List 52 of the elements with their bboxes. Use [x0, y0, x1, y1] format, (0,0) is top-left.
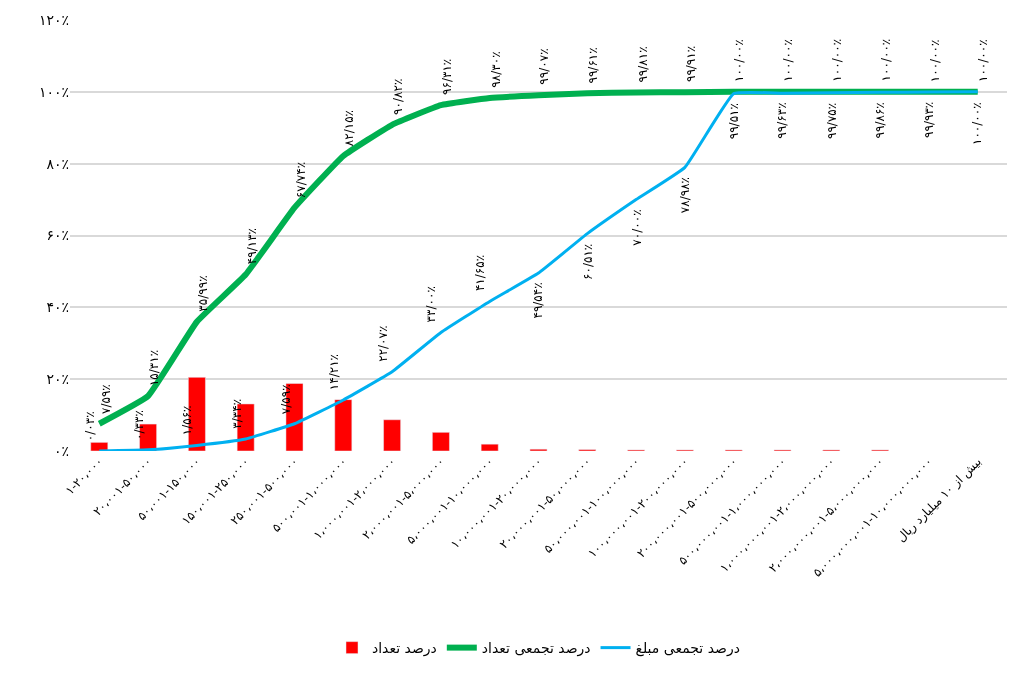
data-label: ۳۳/۰۰٪: [424, 286, 439, 323]
data-label: ۱۰۰/۰۰٪: [927, 39, 942, 83]
y-tick-label: ۲۰٪: [46, 371, 69, 388]
data-label: ۹۹/۵۱٪: [727, 103, 742, 140]
data-label: ۷/۵۹٪: [98, 384, 113, 415]
data-label: ۹۸/۳۰٪: [488, 51, 503, 88]
data-label: ۴۹/۱۳٪: [245, 227, 260, 265]
y-tick-label: ۱۲۰٪: [38, 11, 69, 28]
data-label: ۴۱/۶۵٪: [473, 254, 488, 292]
data-label: ۹۹/۹۳٪: [921, 101, 936, 138]
data-label: ۶۰/۵۱٪: [580, 243, 595, 280]
y-tick-label: ۰٪: [53, 442, 69, 459]
data-label: ۳/۳۴٪: [229, 398, 244, 429]
y-tick-label: ۱۰۰٪: [38, 83, 69, 100]
bar: [334, 399, 353, 451]
legend-label: درصد تجمعی مبلغ: [635, 640, 740, 658]
data-label: ۹۹/۸۱٪: [635, 46, 650, 83]
data-label: ۹۰/۸۲٪: [391, 78, 406, 115]
data-label: ۱۵/۳۱٪: [147, 349, 162, 387]
data-label: ۷/۵۹٪: [278, 384, 293, 415]
data-label: ۱/۵۶٪: [180, 405, 195, 436]
legend-label: درصد تعداد: [372, 640, 437, 658]
bar: [432, 432, 450, 451]
data-label: ۱۴/۲۱٪: [327, 353, 342, 391]
data-label: ۲۲/۰۷٪: [376, 325, 391, 362]
data-label: ۴۹/۵۴٪: [531, 282, 546, 319]
bar: [480, 443, 499, 451]
data-label: ۹۹/۶۳٪: [775, 102, 790, 139]
data-label: ۱۰۰/۰۰٪: [970, 102, 985, 146]
data-label: ۰/۳۳٪: [132, 410, 147, 440]
data-label: ۸۲/۱۵٪: [342, 109, 357, 147]
data-label: ۱۰۰/۰۰٪: [781, 39, 796, 82]
y-tick-label: ۸۰٪: [46, 155, 69, 172]
data-label: ۹۹/۷۵٪: [824, 102, 839, 140]
data-label: ۷۰/۰۰٪: [629, 209, 644, 246]
data-label: ۷۸/۹۸٪: [677, 176, 692, 214]
data-label: ۱۰۰/۰۰٪: [878, 38, 893, 82]
data-label: ۱۰۰/۰۰٪: [976, 39, 991, 83]
data-label: ۱۰۰/۰۰٪: [829, 38, 844, 82]
data-label: ۹۹/۰۷٪: [537, 48, 552, 85]
data-label: ۹۶/۳۱٪: [439, 58, 454, 95]
y-tick-label: ۴۰٪: [46, 299, 69, 316]
legend-label: درصد تجمعی تعداد: [481, 640, 591, 658]
data-label: ۳۵/۹۹٪: [196, 275, 211, 312]
data-label: ۰/۰۳٪: [83, 411, 98, 442]
data-label: ۹۹/۹۱٪: [683, 45, 698, 83]
data-label: ۹۹/۸۶٪: [872, 102, 887, 139]
data-label: ۱۰۰/۰۰٪: [732, 39, 747, 83]
y-tick-label: ۶۰٪: [46, 227, 69, 244]
data-label: ۹۹/۶۱٪: [586, 47, 601, 84]
data-label: ۶۷/۷۴٪: [293, 161, 308, 199]
bar: [383, 419, 401, 451]
